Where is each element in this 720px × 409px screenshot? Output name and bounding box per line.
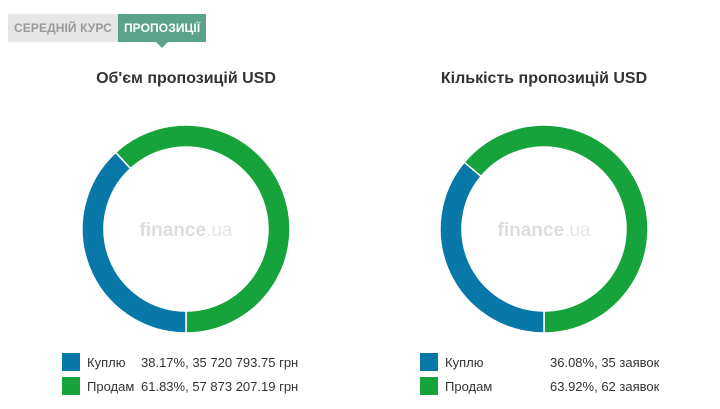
tab-average-rate[interactable]: СЕРЕДНІЙ КУРС [8, 14, 118, 42]
legend-label: Куплю [445, 355, 484, 370]
watermark-logo: finance.ua [498, 220, 591, 241]
tab-bar: СЕРЕДНІЙ КУРС ПРОПОЗИЦІЇ [8, 14, 207, 48]
legend-swatch-sell [62, 377, 80, 395]
legend-value: 36.08%, 35 заявок [550, 355, 660, 370]
slice-sell[interactable] [463, 124, 649, 334]
legend-value: 61.83%, 57 873 207.19 грн [141, 379, 299, 394]
slice-sell[interactable] [114, 124, 291, 334]
donut-chart-count: finance.ua [439, 124, 649, 334]
legend-label: Куплю [87, 355, 126, 370]
legend-swatch-buy [62, 353, 80, 371]
legend-label: Продам [87, 379, 135, 394]
legend-swatch-buy [420, 353, 438, 371]
donut-chart-volume: finance.ua [81, 124, 291, 334]
slice-buy[interactable] [439, 161, 545, 334]
slice-buy[interactable] [81, 151, 187, 334]
legend-value: 38.17%, 35 720 793.75 грн [141, 355, 299, 370]
chart-title-count: Кількість пропозицій USD [440, 70, 648, 87]
watermark-logo: finance.ua [140, 220, 233, 241]
chart-title-volume: Об'єм пропозицій USD [96, 70, 276, 87]
legend-swatch-sell [420, 377, 438, 395]
legend-label: Продам [445, 379, 493, 394]
legend-value: 63.92%, 62 заявок [550, 379, 660, 394]
tab-offers[interactable]: ПРОПОЗИЦІЇ [117, 14, 207, 48]
